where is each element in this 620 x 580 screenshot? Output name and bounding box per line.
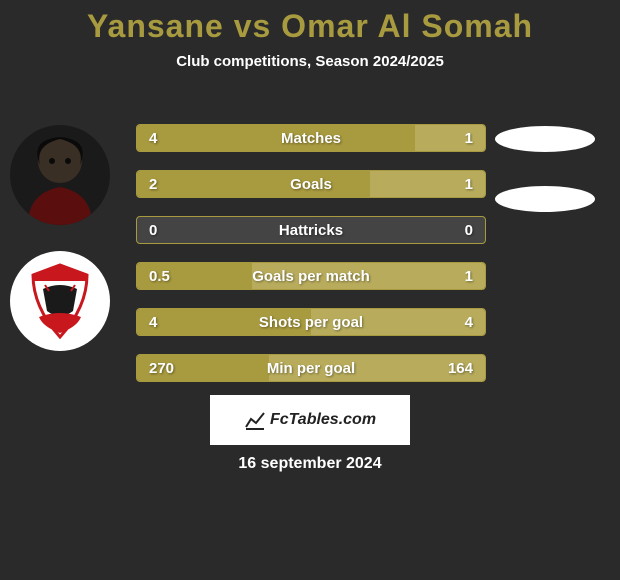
attribution-label: FcTables.com <box>270 411 376 429</box>
stat-bar-row: 270164Min per goal <box>136 354 486 382</box>
stat-bar-row: 41Matches <box>136 124 486 152</box>
club-badge <box>10 251 110 351</box>
stats-bars-container: 41Matches 21Goals 00Hattricks 0.51Goals per… <box>136 124 486 382</box>
page-title: Yansane vs Omar Al Somah <box>0 0 620 45</box>
stat-bar-row: 44Shots per goal <box>136 308 486 336</box>
bar-label: Matches <box>137 130 485 147</box>
bar-label: Min per goal <box>137 360 485 377</box>
bar-label: Hattricks <box>137 222 485 239</box>
shield-badge-icon <box>25 261 95 341</box>
player-placeholder-oval <box>495 126 595 152</box>
stat-bar-row: 00Hattricks <box>136 216 486 244</box>
stat-bar-row: 0.51Goals per match <box>136 262 486 290</box>
page-subtitle: Club competitions, Season 2024/2025 <box>0 53 620 70</box>
attribution-box[interactable]: FcTables.com <box>210 395 410 445</box>
chart-line-icon <box>244 409 266 431</box>
person-silhouette-icon <box>10 125 110 225</box>
player-avatar <box>10 125 110 225</box>
stat-bar-row: 21Goals <box>136 170 486 198</box>
bar-label: Goals <box>137 176 485 193</box>
bar-label: Shots per goal <box>137 314 485 331</box>
club-placeholder-oval <box>495 186 595 212</box>
bar-label: Goals per match <box>137 268 485 285</box>
date-label: 16 september 2024 <box>238 455 381 473</box>
right-placeholder-column <box>490 126 600 212</box>
left-avatar-column <box>10 125 110 351</box>
